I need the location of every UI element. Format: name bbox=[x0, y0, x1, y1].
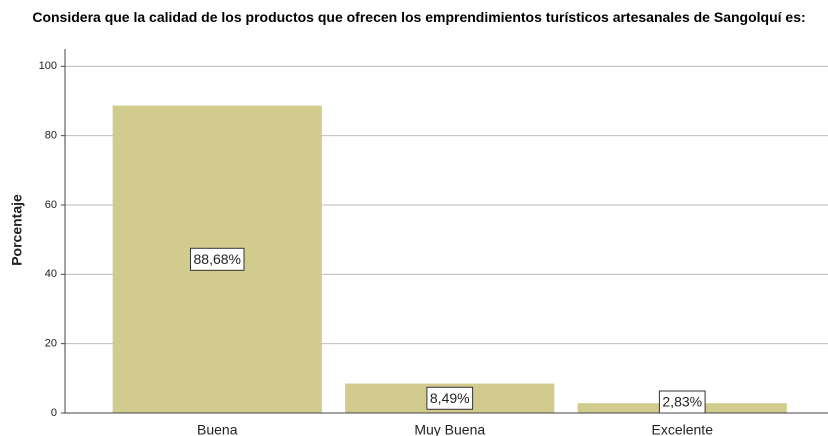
data-label: 88,68% bbox=[194, 251, 241, 267]
data-label: 2,83% bbox=[662, 394, 702, 410]
y-tick-label: 80 bbox=[45, 130, 57, 142]
x-tick-label: Buena bbox=[197, 422, 238, 436]
x-tick-label: Muy Buena bbox=[414, 422, 485, 436]
y-tick-label: 100 bbox=[39, 60, 57, 72]
chart-title: Considera que la calidad de los producto… bbox=[32, 9, 806, 25]
x-tick-label: Excelente bbox=[652, 422, 714, 436]
data-label-box bbox=[190, 247, 245, 271]
y-axis-label: Porcentaje bbox=[9, 194, 25, 266]
data-label: 8,49% bbox=[430, 390, 470, 406]
y-tick-label: 0 bbox=[51, 407, 57, 419]
y-tick-label: 60 bbox=[45, 199, 57, 211]
y-tick-label: 40 bbox=[45, 268, 57, 280]
y-tick-label: 20 bbox=[45, 338, 57, 350]
data-label-box bbox=[426, 386, 474, 410]
